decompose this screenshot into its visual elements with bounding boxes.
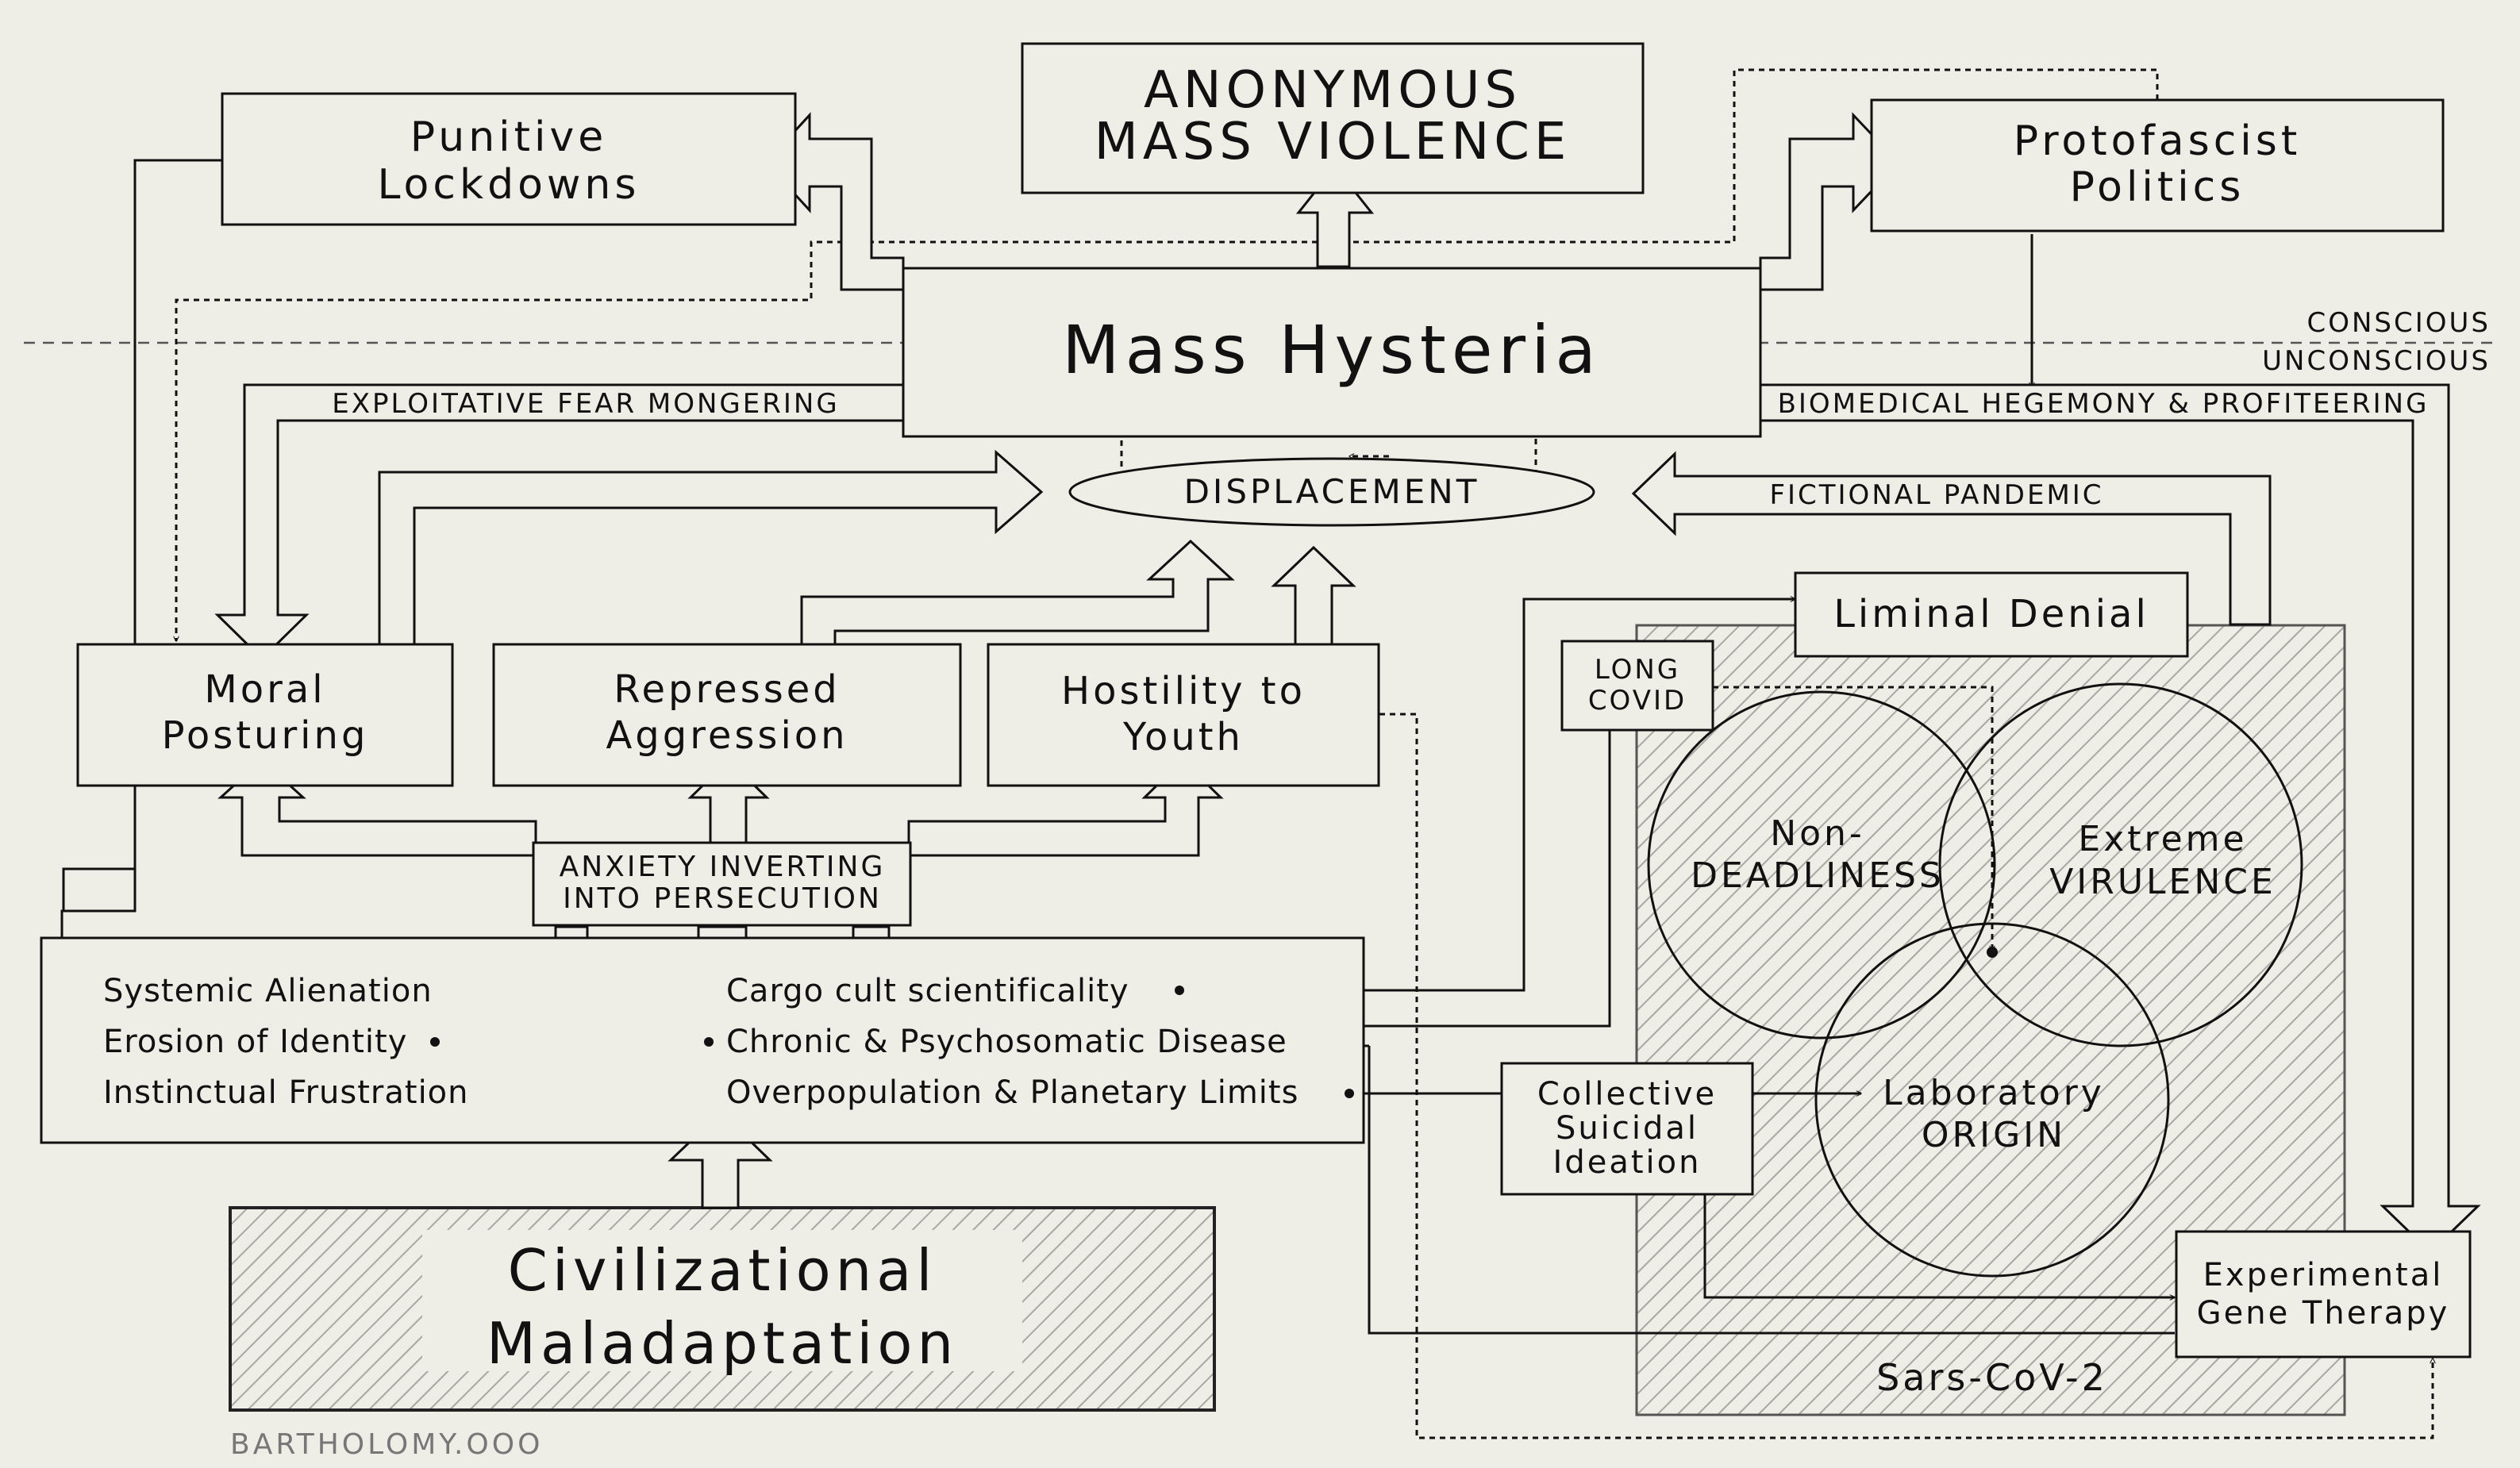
extreme-virulence-line-2: virulence [2049,862,2276,902]
factor-erosion-of-identity: Erosion of Identity [103,1024,407,1060]
long-covid-line-2: covid [1588,685,1687,717]
anonymous-mass-violence-line-2: mass violence [1095,113,1572,171]
laboratory-origin-line-1: Laboratory [1883,1073,2105,1113]
protofascist-politics-box [1870,98,2445,232]
factor-chronic-disease: Chronic & Psychosomatic Disease [726,1024,1287,1060]
punitive-lockdowns-line-1: Punitive [410,113,607,161]
cargo-cult-dot [1175,986,1184,995]
non-deadliness-line-2: deadliness [1691,855,1945,896]
mass-hysteria-label: Mass Hysteria [1062,311,1602,389]
liminal-denial-box [1794,571,2189,658]
erosion-identity-dot [430,1037,440,1047]
moral-posturing-line-1: Moral [204,667,325,712]
non-deadliness-line-1: Non- [1770,813,1865,854]
factor-cargo-cult: Cargo cult scientificality [726,973,1129,1009]
mass-hysteria-box [902,267,1762,438]
laboratory-origin-circle [1814,922,2170,1278]
factor-overpopulation: Overpopulation & Planetary Limits [726,1074,1298,1111]
fictional-pandemic-label: fictional pandemic [1769,479,2103,511]
civilizational-line-2: Maladaptation [487,1310,958,1377]
collective-suicidal-ideation-box [1500,1062,1754,1196]
long-covid-box [1560,640,1714,732]
anonymous-mass-violence-box [1021,42,1645,194]
moral-posturing-box [76,643,454,787]
protofascist-politics-line-1: Protofascist [2014,117,2301,165]
exploitative-fear-label: exploitative fear mongering [332,388,839,420]
node-labels: Punitive Lockdowns Anonymous mass violen… [103,61,2491,1461]
factor-instinctual-frustration: Instinctual Frustration [103,1074,469,1111]
protofascist-politics-line-2: Politics [2070,163,2245,211]
overpopulation-dot [1345,1089,1354,1098]
repressed-aggression-line-2: Aggression [606,713,848,758]
hostility-to-youth-line-1: Hostility to [1061,669,1306,713]
collective-suicidal-line-1: Collective [1537,1076,1717,1113]
punitive-lockdowns-box [221,92,797,226]
hostility-to-youth-box [987,643,1380,787]
civilizational-line-1: Civilizational [508,1237,937,1304]
venn-center-dot [1987,947,1998,958]
laboratory-origin-line-2: origin [1922,1115,2066,1155]
credit-label: BARTHOLOMY.OOO [230,1428,543,1461]
collective-suicidal-line-2: Suicidal [1556,1110,1699,1147]
extreme-virulence-line-1: Extreme [2078,819,2247,859]
repressed-aggression-box [492,643,962,787]
punitive-lockdowns-line-2: Lockdowns [378,161,641,209]
repressed-aggression-line-1: Repressed [614,667,840,712]
non-deadliness-circle [1647,690,1996,1040]
moral-posturing-line-2: Posturing [162,713,369,758]
liminal-denial-label: Liminal Denial [1833,592,2149,636]
experimental-gene-therapy-line-2: Gene Therapy [2197,1295,2450,1332]
experimental-gene-therapy-line-1: Experimental [2203,1257,2444,1293]
conscious-label: conscious [2306,307,2491,339]
experimental-gene-therapy-box [2175,1230,2472,1358]
factor-box [40,936,1365,1144]
extreme-virulence-circle [1938,682,2303,1047]
anxiety-inverting-line-2: into persecution [563,882,882,915]
chronic-disease-dot [704,1037,714,1047]
displacement-ellipse [1068,457,1595,527]
hostility-to-youth-line-2: Youth [1122,715,1244,759]
factor-systemic-alienation: Systemic Alienation [103,973,433,1009]
sars-cov-2-label: Sars-CoV-2 [1876,1356,2108,1399]
anxiety-inverting-line-1: anxiety inverting [560,851,886,883]
anonymous-mass-violence-line-1: Anonymous [1144,61,1522,120]
collective-suicidal-line-3: Ideation [1553,1144,1702,1181]
long-covid-line-1: long [1595,654,1680,686]
biomedical-hegemony-label: biomedical hegemony & profiteering [1778,388,2430,420]
unconscious-label: unconscious [2262,345,2491,377]
displacement-label: displacement [1184,472,1480,511]
anxiety-inverting-box [532,841,912,927]
civilizational-label-plate [422,1230,1022,1371]
